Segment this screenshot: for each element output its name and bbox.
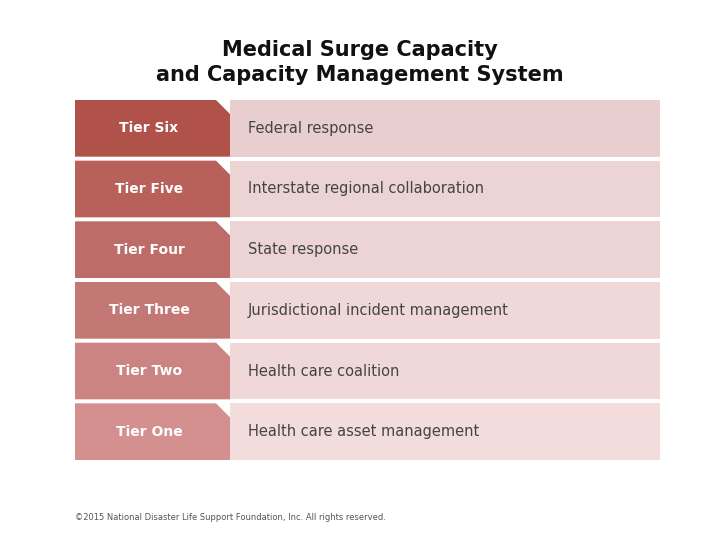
FancyBboxPatch shape [230, 221, 660, 278]
Text: Jurisdictional incident management: Jurisdictional incident management [248, 303, 509, 318]
Polygon shape [75, 100, 230, 157]
FancyBboxPatch shape [230, 161, 660, 217]
Polygon shape [75, 343, 230, 400]
FancyBboxPatch shape [230, 403, 660, 460]
Polygon shape [75, 161, 230, 217]
FancyBboxPatch shape [230, 282, 660, 339]
Text: Tier Six: Tier Six [120, 122, 179, 136]
Text: and Capacity Management System: and Capacity Management System [156, 65, 564, 85]
Text: Medical Surge Capacity: Medical Surge Capacity [222, 40, 498, 60]
Text: Tier Four: Tier Four [114, 242, 184, 256]
Polygon shape [75, 282, 230, 339]
Text: Health care asset management: Health care asset management [248, 424, 480, 439]
Polygon shape [75, 221, 230, 278]
Text: Federal response: Federal response [248, 121, 374, 136]
Polygon shape [75, 403, 230, 460]
Text: Interstate regional collaboration: Interstate regional collaboration [248, 181, 484, 197]
Text: ©2015 National Disaster Life Support Foundation, Inc. All rights reserved.: ©2015 National Disaster Life Support Fou… [75, 513, 386, 522]
Text: Tier Five: Tier Five [115, 182, 183, 196]
Text: Health care coalition: Health care coalition [248, 363, 400, 379]
Text: Tier Two: Tier Two [116, 364, 182, 378]
Text: State response: State response [248, 242, 359, 257]
FancyBboxPatch shape [230, 100, 660, 157]
Text: Tier Three: Tier Three [109, 303, 189, 318]
Text: Tier One: Tier One [116, 424, 182, 438]
FancyBboxPatch shape [230, 343, 660, 400]
